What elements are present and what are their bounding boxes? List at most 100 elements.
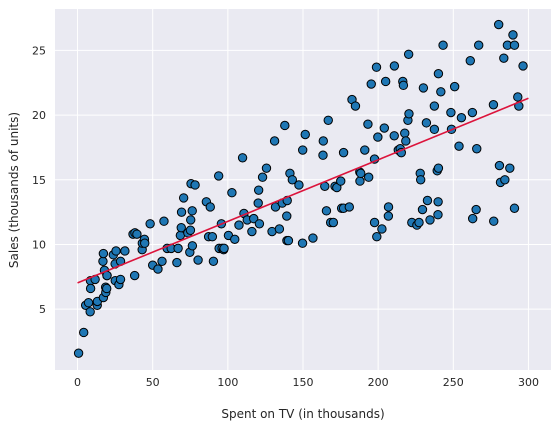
data-point — [339, 148, 347, 156]
data-point — [248, 227, 256, 235]
data-point — [86, 308, 94, 316]
data-point — [186, 226, 194, 234]
data-point — [206, 203, 214, 211]
data-point — [228, 189, 236, 197]
data-point — [188, 242, 196, 250]
data-point — [295, 181, 303, 189]
data-point — [509, 31, 517, 39]
data-point — [337, 177, 345, 185]
data-point — [367, 80, 375, 88]
x-tick-label: 100 — [217, 376, 238, 389]
y-tick-label: 25 — [32, 44, 46, 57]
data-point — [74, 349, 82, 357]
data-point — [275, 225, 283, 233]
data-point — [455, 142, 463, 150]
data-point — [281, 121, 289, 129]
data-point — [430, 102, 438, 110]
data-point — [514, 93, 522, 101]
data-point — [468, 108, 476, 116]
data-point — [345, 203, 353, 211]
data-point — [187, 216, 195, 224]
data-point — [494, 20, 502, 28]
data-point — [130, 271, 138, 279]
data-point — [374, 133, 382, 141]
data-point — [191, 181, 199, 189]
data-point — [519, 62, 527, 70]
data-point — [160, 217, 168, 225]
x-tick-label: 0 — [74, 376, 81, 389]
data-point — [214, 172, 222, 180]
data-point — [405, 110, 413, 118]
data-point — [373, 233, 381, 241]
data-point — [381, 77, 389, 85]
data-point — [422, 119, 430, 127]
y-tick-label: 15 — [32, 174, 46, 187]
y-axis-label: Sales (thousands of units) — [7, 112, 21, 268]
data-point — [457, 113, 465, 121]
data-point — [209, 257, 217, 265]
x-tick-label: 150 — [293, 376, 314, 389]
data-point — [133, 230, 141, 238]
data-point — [283, 212, 291, 220]
x-tick-labels: 0 50 100 150 200 250 300 — [74, 376, 539, 389]
data-point — [419, 84, 427, 92]
data-point — [401, 129, 409, 137]
data-point — [194, 256, 202, 264]
data-point — [399, 81, 407, 89]
data-point — [351, 102, 359, 110]
data-point — [415, 218, 423, 226]
data-point — [356, 177, 364, 185]
data-point — [500, 54, 508, 62]
data-point — [298, 146, 306, 154]
data-point — [116, 275, 124, 283]
data-point — [466, 57, 474, 65]
data-point — [158, 257, 166, 265]
data-point — [255, 220, 263, 228]
data-point — [384, 212, 392, 220]
y-tick-label: 10 — [32, 238, 46, 251]
data-point — [447, 108, 455, 116]
data-point — [154, 265, 162, 273]
data-point — [99, 257, 107, 265]
data-point — [324, 116, 332, 124]
data-point — [434, 211, 442, 219]
data-point — [173, 258, 181, 266]
data-point — [179, 194, 187, 202]
data-point — [402, 137, 410, 145]
data-point — [270, 137, 278, 145]
data-point — [372, 63, 380, 71]
data-point — [510, 204, 518, 212]
data-point — [301, 130, 309, 138]
data-point — [238, 154, 246, 162]
data-point — [423, 196, 431, 204]
data-point — [490, 217, 498, 225]
data-point — [418, 205, 426, 213]
data-point — [364, 120, 372, 128]
data-point — [146, 220, 154, 228]
data-point — [254, 199, 262, 207]
data-point — [434, 198, 442, 206]
x-tick-label: 300 — [518, 376, 539, 389]
data-point — [99, 249, 107, 257]
data-point — [220, 244, 228, 252]
x-tick-label: 50 — [146, 376, 160, 389]
data-point — [174, 244, 182, 252]
data-point — [262, 164, 270, 172]
data-point — [475, 41, 483, 49]
data-point — [506, 164, 514, 172]
data-point — [364, 173, 372, 181]
data-point — [501, 176, 509, 184]
data-point — [80, 328, 88, 336]
data-point — [380, 124, 388, 132]
data-point — [439, 41, 447, 49]
data-point — [450, 82, 458, 90]
x-axis-label: Spent on TV (in thousands) — [221, 407, 384, 421]
data-point — [319, 151, 327, 159]
data-point — [390, 62, 398, 70]
y-tick-label: 20 — [32, 109, 46, 122]
x-tick-label: 200 — [368, 376, 389, 389]
data-point — [473, 145, 481, 153]
data-point — [357, 169, 365, 177]
x-tick-label: 250 — [443, 376, 464, 389]
